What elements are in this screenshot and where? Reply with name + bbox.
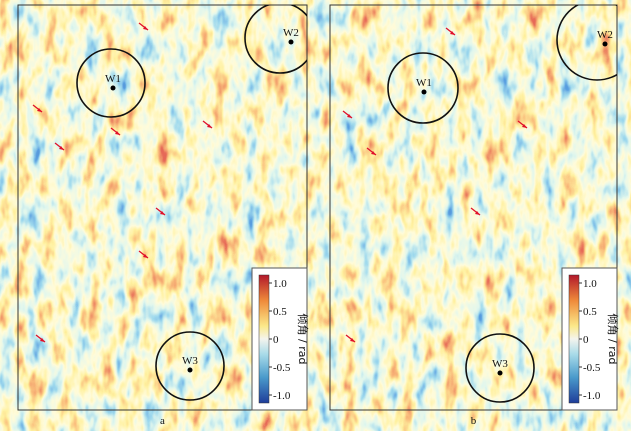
well-label: W3 (182, 355, 198, 367)
arrow-head (207, 124, 212, 128)
arrow-head (59, 146, 64, 150)
well-circle (76, 48, 146, 118)
well-label: W3 (492, 358, 508, 370)
colorbar-tick-label: 0 (273, 334, 279, 346)
well (187, 367, 193, 373)
well-label: W2 (283, 27, 299, 39)
arrow-head (160, 211, 165, 215)
well (288, 39, 294, 45)
well-label: W1 (416, 77, 432, 89)
well-circle (244, 5, 307, 74)
arrow-head (40, 338, 45, 342)
arrow-head (143, 26, 148, 30)
colorbar-tick-label: 0 (583, 334, 589, 346)
arrow-head (115, 131, 120, 135)
panel-label: b (471, 415, 477, 427)
well (497, 370, 503, 376)
well-circle (387, 52, 459, 124)
well-circle (465, 333, 535, 403)
arrow-head (371, 151, 376, 155)
well-circle (556, 5, 617, 81)
colorbar-tick-label: 1.0 (273, 278, 287, 290)
colorbar (568, 274, 580, 404)
well-label: W1 (105, 73, 121, 85)
colorbar-tick-label: -1.0 (273, 390, 291, 402)
panel: W1 W2 W3 (32, 5, 307, 401)
arrow-head (450, 31, 455, 35)
well (110, 85, 116, 91)
arrow-head (143, 254, 148, 258)
colorbar-tick-label: 1.0 (583, 278, 597, 290)
colorbar-title: 倾角 / rad (606, 314, 619, 365)
arrow-head (522, 124, 527, 128)
colorbar-title: 倾角 / rad (296, 314, 309, 365)
panel-label: a (160, 415, 165, 427)
well-label: W2 (597, 29, 613, 41)
arrow-head (350, 338, 355, 342)
colorbar-tick-label: 0.5 (583, 306, 597, 318)
arrow-head (347, 114, 352, 118)
colorbar-tick-label: -1.0 (583, 390, 601, 402)
arrow-head (37, 108, 42, 112)
panel: W1 W2 W3 (342, 5, 617, 403)
colorbar-tick-label: -0.5 (583, 362, 601, 374)
well (421, 89, 427, 95)
well (602, 41, 608, 47)
colorbar (258, 274, 270, 404)
colorbar-tick-label: 0.5 (273, 306, 287, 318)
frame (17, 4, 308, 411)
colorbar-tick-label: -0.5 (273, 362, 291, 374)
frame (329, 4, 618, 411)
arrow-head (475, 211, 480, 215)
well-circle (155, 331, 225, 401)
